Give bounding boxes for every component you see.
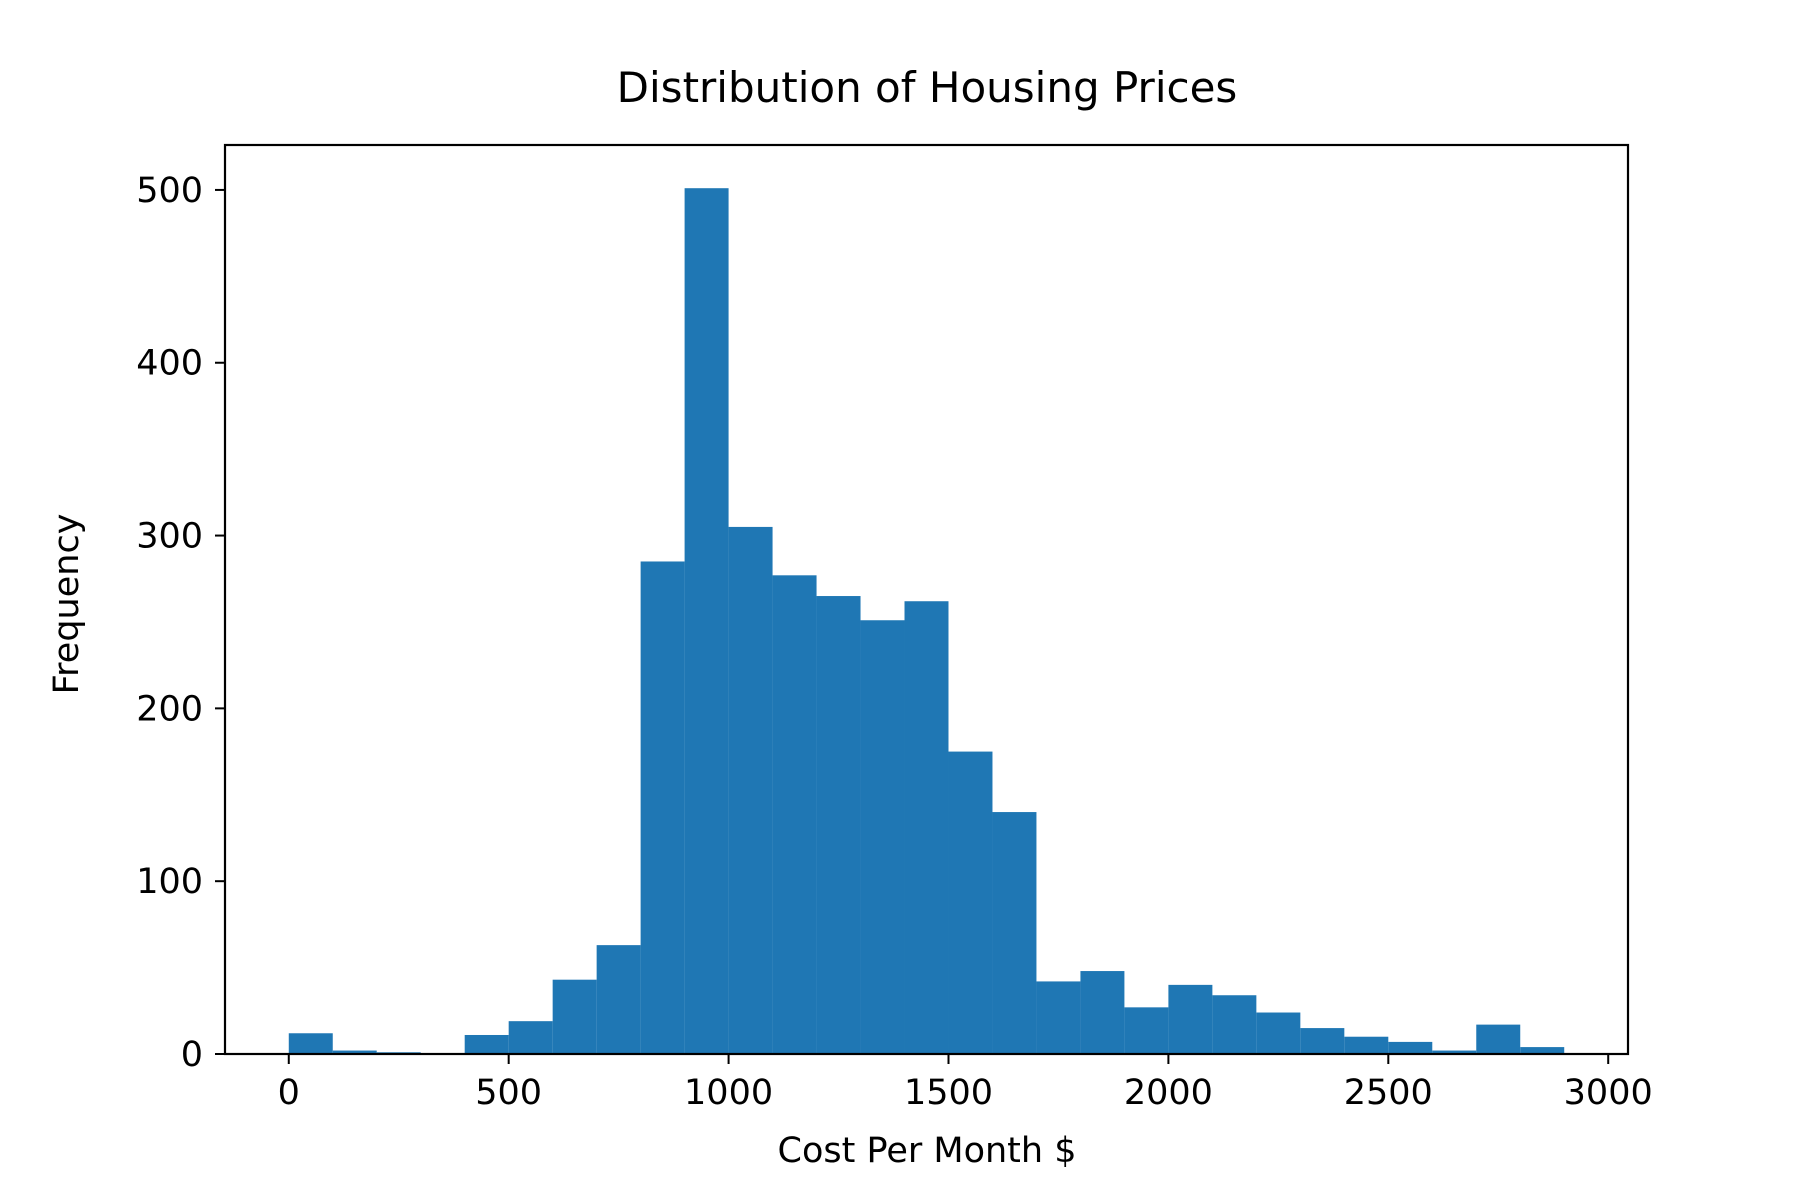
histogram-bar-700 xyxy=(596,945,641,1054)
y-tick-label: 200 xyxy=(136,689,203,729)
histogram-bar-1200 xyxy=(816,596,861,1054)
x-tick-label: 500 xyxy=(475,1073,542,1113)
x-tick-label: 2000 xyxy=(1124,1073,1213,1113)
histogram-bar-2400 xyxy=(1344,1036,1389,1054)
histogram-bar-2600 xyxy=(1432,1050,1477,1054)
histogram-bar-1900 xyxy=(1124,1007,1169,1054)
y-tick-label: 100 xyxy=(136,862,203,902)
histogram-bar-1000 xyxy=(728,526,773,1054)
y-tick-label: 0 xyxy=(181,1035,203,1075)
histogram-bar-2100 xyxy=(1212,995,1257,1054)
histogram-bar-600 xyxy=(552,979,597,1054)
histogram-bar-400 xyxy=(464,1034,509,1054)
x-tick-label: 1500 xyxy=(904,1073,993,1113)
plot-frame xyxy=(223,143,1630,1056)
histogram-bar-100 xyxy=(332,1050,377,1054)
bars-layer xyxy=(288,188,1565,1054)
histogram-bar-1400 xyxy=(904,601,949,1054)
histogram-bar-1700 xyxy=(1036,981,1081,1054)
histogram-bar-2200 xyxy=(1256,1012,1301,1054)
histogram-bar-800 xyxy=(640,561,685,1054)
x-tick-label: 0 xyxy=(278,1073,300,1113)
histogram-bar-1100 xyxy=(772,575,817,1054)
histogram-bar-1300 xyxy=(860,620,905,1054)
histogram-bar-900 xyxy=(684,188,729,1054)
histogram-bar-0 xyxy=(288,1033,333,1054)
histogram-bar-2700 xyxy=(1476,1024,1521,1054)
histogram-bar-1600 xyxy=(992,812,1037,1054)
y-tick-label: 500 xyxy=(136,171,203,211)
histogram-bar-2800 xyxy=(1520,1047,1565,1054)
histogram-bar-500 xyxy=(508,1021,553,1054)
x-tick-label: 1000 xyxy=(684,1073,773,1113)
x-axis-label: Cost Per Month $ xyxy=(778,1131,1077,1171)
x-tick-label: 2500 xyxy=(1344,1073,1433,1113)
x-tick-label: 3000 xyxy=(1564,1073,1653,1113)
y-axis-label: Frequency xyxy=(47,514,87,695)
y-tick-label: 300 xyxy=(136,517,203,557)
ticks-layer: 0 500 1000 1500 2000 2500 3000 0 100 200 300 400 500 xyxy=(136,171,1653,1113)
histogram-bar-2000 xyxy=(1168,984,1213,1054)
histogram-bar-2500 xyxy=(1388,1041,1433,1054)
histogram-bar-2300 xyxy=(1300,1028,1345,1054)
histogram-bar-1800 xyxy=(1080,971,1125,1054)
chart-title: Distribution of Housing Prices xyxy=(617,63,1238,112)
histogram-bar-1500 xyxy=(948,751,993,1054)
y-tick-label: 400 xyxy=(136,344,203,384)
